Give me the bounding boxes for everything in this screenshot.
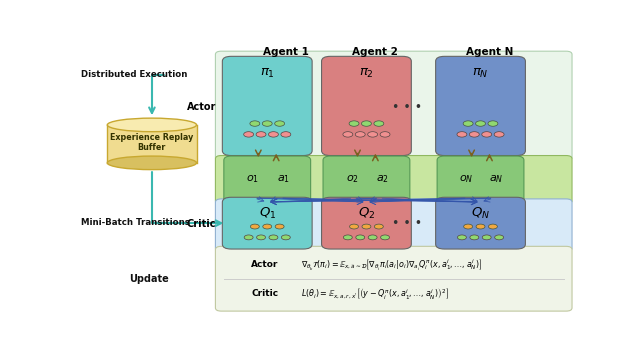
Circle shape <box>457 132 467 137</box>
Circle shape <box>244 235 253 240</box>
Text: $o_2$: $o_2$ <box>346 173 358 185</box>
Text: Update: Update <box>129 275 170 284</box>
Circle shape <box>458 235 467 240</box>
FancyBboxPatch shape <box>216 156 572 204</box>
Text: Critic: Critic <box>251 289 278 298</box>
Circle shape <box>263 224 272 229</box>
FancyBboxPatch shape <box>216 199 572 251</box>
Text: Agent 1: Agent 1 <box>263 47 308 57</box>
Circle shape <box>482 132 492 137</box>
Circle shape <box>269 132 278 137</box>
Text: Distributed Execution: Distributed Execution <box>81 70 188 79</box>
FancyBboxPatch shape <box>437 156 524 202</box>
FancyBboxPatch shape <box>216 51 572 161</box>
Circle shape <box>381 235 390 240</box>
Circle shape <box>343 132 353 137</box>
Text: $Q_1$: $Q_1$ <box>259 206 276 221</box>
Circle shape <box>483 235 491 240</box>
Text: Agent 2: Agent 2 <box>352 47 398 57</box>
Circle shape <box>362 121 371 126</box>
Circle shape <box>488 224 497 229</box>
Circle shape <box>380 132 390 137</box>
Circle shape <box>356 235 365 240</box>
Circle shape <box>275 224 284 229</box>
Circle shape <box>463 224 472 229</box>
FancyBboxPatch shape <box>436 197 525 249</box>
Text: $L(\theta_i) = \mathbb{E}_{x,a,r,x'}\left[\left(y - Q_i^{\pi}(x,a_1^i,\ldots,a_N: $L(\theta_i) = \mathbb{E}_{x,a,r,x'}\lef… <box>301 287 449 301</box>
Circle shape <box>374 121 384 126</box>
Circle shape <box>250 121 260 126</box>
Text: • • •: • • • <box>392 101 422 114</box>
FancyBboxPatch shape <box>321 197 412 249</box>
Circle shape <box>344 235 352 240</box>
Ellipse shape <box>108 156 196 170</box>
Circle shape <box>488 121 498 126</box>
Text: Agent N: Agent N <box>465 47 513 57</box>
Circle shape <box>476 121 486 126</box>
Circle shape <box>368 235 377 240</box>
Circle shape <box>494 132 504 137</box>
FancyBboxPatch shape <box>321 56 412 156</box>
Text: $\pi_2$: $\pi_2$ <box>359 67 374 80</box>
Circle shape <box>367 132 378 137</box>
Text: $Q_2$: $Q_2$ <box>358 206 375 221</box>
Text: Critic: Critic <box>187 219 216 229</box>
Text: $a_1$: $a_1$ <box>276 173 289 185</box>
Circle shape <box>281 132 291 137</box>
Circle shape <box>257 235 266 240</box>
Circle shape <box>250 224 259 229</box>
FancyBboxPatch shape <box>108 125 196 163</box>
Circle shape <box>349 121 359 126</box>
FancyBboxPatch shape <box>323 156 410 202</box>
Text: Actor: Actor <box>251 260 278 269</box>
FancyBboxPatch shape <box>222 197 312 249</box>
Text: $o_N$: $o_N$ <box>459 173 474 185</box>
Text: $a_N$: $a_N$ <box>489 173 504 185</box>
Circle shape <box>476 224 485 229</box>
Circle shape <box>275 121 285 126</box>
Text: $\pi_1$: $\pi_1$ <box>260 67 275 80</box>
Circle shape <box>269 235 278 240</box>
Ellipse shape <box>108 118 196 132</box>
Circle shape <box>349 224 358 229</box>
Circle shape <box>355 132 365 137</box>
Text: Mini-Batch Transitions: Mini-Batch Transitions <box>81 218 190 227</box>
Circle shape <box>244 132 253 137</box>
Circle shape <box>362 224 371 229</box>
FancyBboxPatch shape <box>436 56 525 156</box>
Text: Experience Replay
Buffer: Experience Replay Buffer <box>110 133 194 152</box>
Circle shape <box>256 132 266 137</box>
FancyBboxPatch shape <box>222 56 312 156</box>
FancyBboxPatch shape <box>224 156 310 202</box>
Circle shape <box>463 121 473 126</box>
Text: Actor: Actor <box>187 102 216 112</box>
Circle shape <box>374 224 383 229</box>
Circle shape <box>469 132 479 137</box>
Text: $\nabla_{\theta_k}\mathcal{T}(\pi_i) = \mathbb{E}_{x,\tilde{a}\sim\mathcal{D}}\l: $\nabla_{\theta_k}\mathcal{T}(\pi_i) = \… <box>301 257 482 272</box>
Text: $\pi_N$: $\pi_N$ <box>472 67 489 80</box>
Text: $a_2$: $a_2$ <box>376 173 388 185</box>
FancyBboxPatch shape <box>216 246 572 311</box>
Text: $Q_N$: $Q_N$ <box>471 206 490 221</box>
Circle shape <box>262 121 272 126</box>
Circle shape <box>470 235 479 240</box>
Text: $o_1$: $o_1$ <box>246 173 259 185</box>
Text: • • •: • • • <box>392 217 422 230</box>
Circle shape <box>495 235 504 240</box>
Circle shape <box>282 235 291 240</box>
